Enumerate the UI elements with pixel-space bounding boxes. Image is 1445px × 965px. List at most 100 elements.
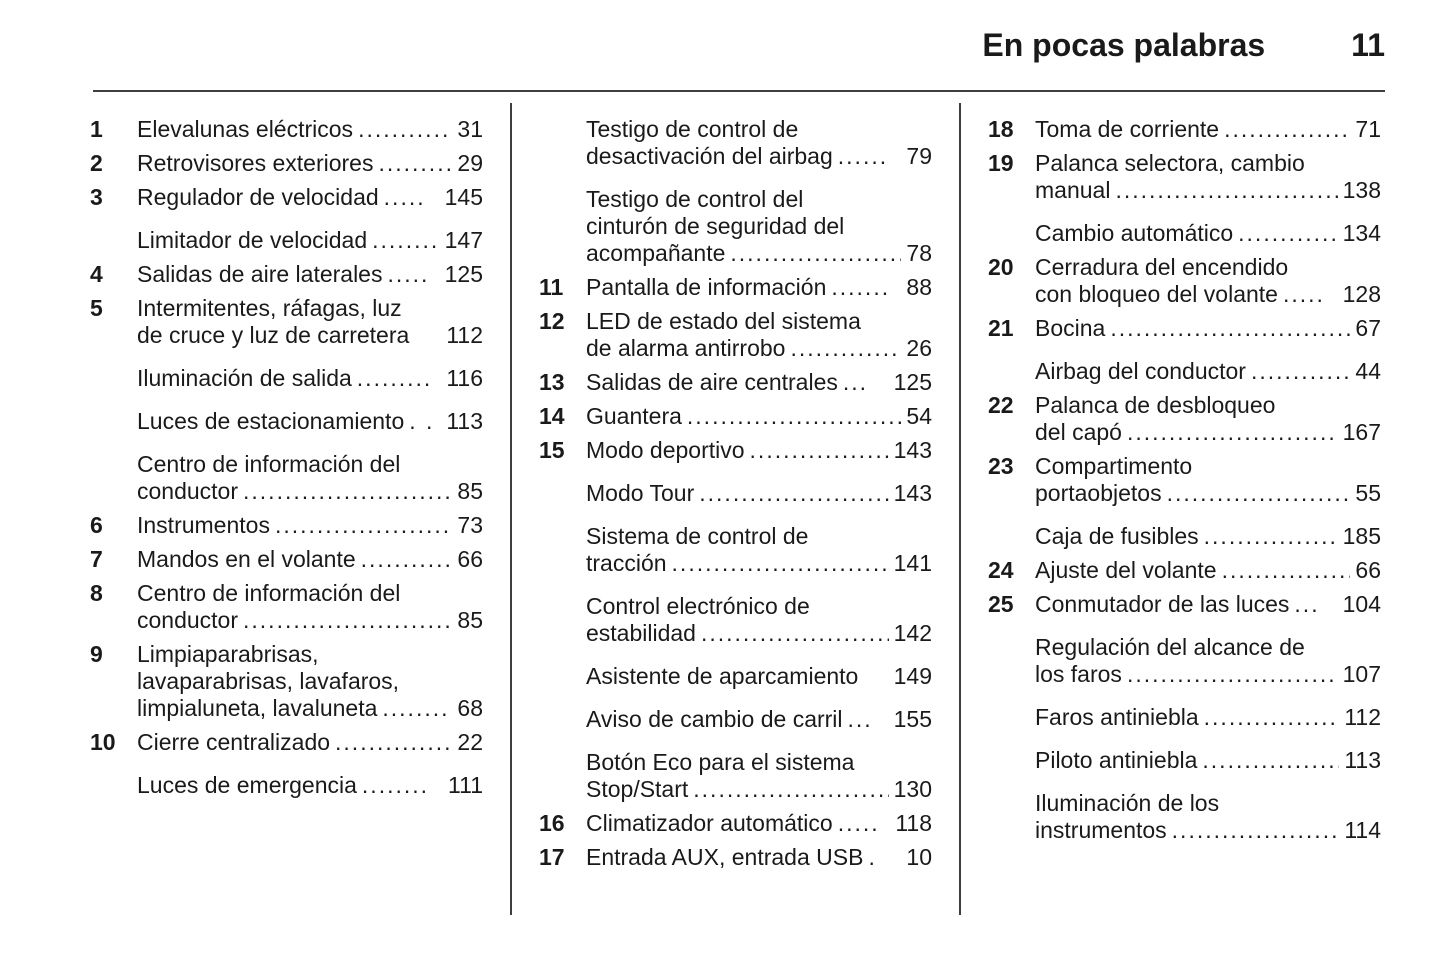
entry-label: tracción bbox=[586, 550, 667, 576]
toc-entry: 24 Ajuste del volante................ 66 bbox=[988, 557, 1381, 584]
entry-body: Compartimento portaobjetos...............… bbox=[1035, 453, 1381, 507]
entry-label: Modo deportivo bbox=[586, 437, 745, 463]
entry-number: 18 bbox=[988, 116, 1014, 142]
entry-number: 7 bbox=[90, 546, 103, 572]
entry-leader-dots: ........................................ bbox=[274, 512, 452, 538]
entry-page-ref: 22 bbox=[457, 729, 483, 755]
entry-leader-dots: ........................................ bbox=[1126, 661, 1338, 687]
entry-leader-dots: ........ bbox=[361, 772, 430, 798]
entry-label: de cruce y luz de carretera bbox=[137, 322, 410, 348]
toc-entry: Luces de emergencia........ 111 bbox=[90, 772, 483, 799]
entry-leader-dots: ..... bbox=[837, 810, 880, 836]
toc-entry: 19 Palanca selectora, cambio manual.......… bbox=[988, 150, 1381, 204]
entry-last-line: Faros antiniebla................. 112 bbox=[1035, 704, 1381, 731]
entry-label-line: Intermitentes, ráfagas, luz bbox=[137, 295, 402, 321]
entry-label: limpialuneta, lavaluneta bbox=[137, 695, 378, 721]
entry-body: Limpiaparabrisas, lavaparabrisas, lavafar… bbox=[137, 641, 483, 722]
entry-last-line: Aviso de cambio de carril... 155 bbox=[586, 706, 932, 733]
entry-page-ref: 125 bbox=[893, 369, 932, 395]
entry-body: LED de estado del sistema de alarma antir… bbox=[586, 308, 932, 362]
entry-page-ref: 31 bbox=[457, 116, 483, 142]
entry-number: 25 bbox=[988, 591, 1014, 617]
entry-body: Salidas de aire centrales... 125 bbox=[586, 369, 932, 396]
entry-leader-dots: ................. bbox=[1202, 747, 1340, 773]
entry-leader-dots: .............. bbox=[790, 335, 902, 361]
entry-leader-dots: ........................................ bbox=[1126, 419, 1338, 445]
entry-page-ref: 111 bbox=[448, 772, 483, 798]
toc-entry: 12 LED de estado del sistema de alarma ant… bbox=[539, 308, 932, 362]
entry-page-ref: 113 bbox=[446, 408, 483, 434]
entry-leader-dots: ................. bbox=[1203, 704, 1340, 730]
entry-number: 13 bbox=[539, 369, 565, 395]
entry-last-line: de cruce y luz de carretera 112 bbox=[137, 322, 483, 349]
entry-body: Pantalla de información....... 88 bbox=[586, 274, 932, 301]
entry-last-line: los faros...............................… bbox=[1035, 661, 1381, 688]
entry-number: 1 bbox=[90, 116, 103, 142]
entry-page-ref: 114 bbox=[1344, 817, 1381, 843]
header-rule bbox=[93, 90, 1385, 92]
entry-last-line: instrumentos..................... 114 bbox=[1035, 817, 1381, 844]
entry-page-ref: 55 bbox=[1355, 480, 1381, 506]
entry-body: Toma de corriente.......................… bbox=[1035, 116, 1381, 143]
entry-label: conductor bbox=[137, 607, 239, 633]
entry-leader-dots: . bbox=[868, 844, 877, 870]
entry-label: conductor bbox=[137, 478, 239, 504]
entry-label: Regulador de velocidad bbox=[137, 184, 379, 210]
entry-body: Luces de estacionamiento. . 113 bbox=[137, 408, 483, 435]
entry-last-line: con bloqueo del volante..... 128 bbox=[1035, 281, 1381, 308]
toc-entry: 22 Palanca de desbloqueo del capó.........… bbox=[988, 392, 1381, 446]
toc-entry: Limitador de velocidad..................… bbox=[90, 227, 483, 254]
entry-label-line: Cerradura del encendido bbox=[1035, 254, 1289, 280]
entry-label-line: Regulación del alcance de bbox=[1035, 634, 1305, 660]
entry-label: Salidas de aire laterales bbox=[137, 261, 383, 287]
entry-page-ref: 10 bbox=[906, 844, 932, 870]
entry-last-line: limpialuneta, lavaluneta........ 68 bbox=[137, 695, 483, 722]
entry-number: 8 bbox=[90, 580, 103, 606]
entry-last-line: Conmutador de las luces... 104 bbox=[1035, 591, 1381, 618]
entry-page-ref: 118 bbox=[895, 810, 932, 836]
toc-entry: 10 Cierre centralizado...................… bbox=[90, 729, 483, 756]
entry-body: Modo deportivo...................143 bbox=[586, 437, 932, 464]
entry-last-line: Pantalla de información....... 88 bbox=[586, 274, 932, 301]
entry-leader-dots: ........................................ bbox=[1224, 116, 1350, 142]
toc-column-2: Testigo de control de desactivación del a… bbox=[539, 103, 932, 915]
toc-entry: 3 Regulador de velocidad..... 145 bbox=[90, 184, 483, 211]
entry-page-ref: 54 bbox=[906, 403, 932, 429]
entry-label: Cierre centralizado bbox=[137, 729, 331, 755]
toc-column-3: 18 Toma de corriente.....................… bbox=[988, 103, 1381, 915]
entry-body: Retrovisores exteriores.................… bbox=[137, 150, 483, 177]
entry-body: Palanca de desbloqueo del capó...........… bbox=[1035, 392, 1381, 446]
entry-label-line: LED de estado del sistema bbox=[586, 308, 861, 334]
entry-label-line: Testigo de control del bbox=[586, 186, 804, 212]
entry-body: Cerradura del encendido con bloqueo del v… bbox=[1035, 254, 1381, 308]
toc-columns: 1 Elevalunas eléctricos..................… bbox=[90, 103, 1445, 915]
entry-leader-dots: ................... bbox=[749, 437, 889, 463]
entry-last-line: Airbag del conductor............ 44 bbox=[1035, 358, 1381, 385]
toc-entry: 15 Modo deportivo...................143 bbox=[539, 437, 932, 464]
entry-label: Iluminación de salida bbox=[137, 365, 352, 391]
entry-leader-dots: ........................................ bbox=[686, 403, 902, 429]
toc-entry: Luces de estacionamiento. . 113 bbox=[90, 408, 483, 435]
entry-page-ref: 141 bbox=[893, 550, 932, 576]
entry-leader-dots: ........ bbox=[382, 695, 450, 721]
toc-entry: Piloto antiniebla................. 113 bbox=[988, 747, 1381, 774]
entry-leader-dots: ..... bbox=[383, 184, 426, 210]
entry-last-line: del capó................................… bbox=[1035, 419, 1381, 446]
entry-page-ref: 79 bbox=[906, 143, 932, 169]
page-header: En pocas palabras 11 bbox=[0, 0, 1445, 64]
column-gap bbox=[512, 103, 539, 915]
entry-last-line: manual..................................… bbox=[1035, 177, 1381, 204]
entry-label: con bloqueo del volante bbox=[1035, 281, 1278, 307]
entry-leader-dots: ... bbox=[842, 369, 869, 395]
entry-leader-dots: ........................................ bbox=[730, 240, 901, 266]
entry-number: 12 bbox=[539, 308, 565, 334]
entry-leader-dots: ............ bbox=[1250, 358, 1351, 384]
entry-leader-dots: ... bbox=[1294, 591, 1320, 617]
entry-page-ref: 85 bbox=[457, 478, 483, 504]
toc-entry: Faros antiniebla................. 112 bbox=[988, 704, 1381, 731]
entry-body: Limitador de velocidad..................… bbox=[137, 227, 483, 254]
entry-body: Mandos en el volante........... 66 bbox=[137, 546, 483, 573]
entry-body: Conmutador de las luces... 104 bbox=[1035, 591, 1381, 618]
entry-body: Airbag del conductor............ 44 bbox=[1035, 358, 1381, 385]
entry-number: 9 bbox=[90, 641, 103, 667]
